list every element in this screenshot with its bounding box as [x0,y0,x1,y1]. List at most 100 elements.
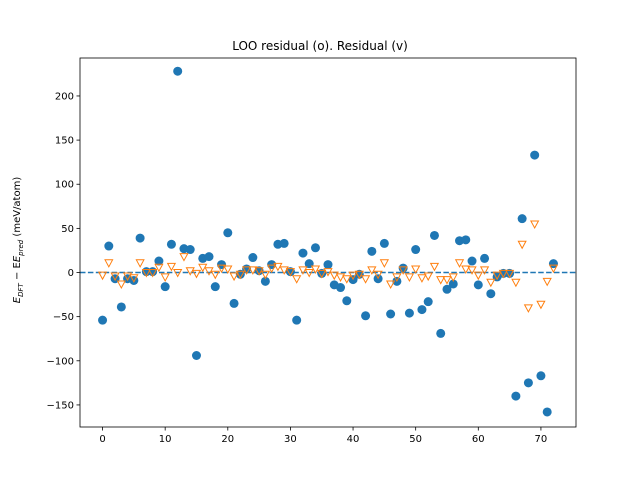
residual-point [360,275,371,284]
residual-point [122,272,133,282]
loo-residual-point [292,315,302,325]
residual-point [404,273,415,282]
residual-point [110,272,120,282]
plot-area: 0 10 20 30 40 50 60 70 −150 −100 −50 0 50 100 150 200 [47,57,577,445]
residual-point [417,274,427,283]
residual-point [354,270,364,280]
y-tick-label: −150 [47,400,74,411]
residual-point [467,266,477,275]
loo-residual-point [367,246,377,256]
residual-point [191,269,202,279]
residual-point [436,276,446,285]
residual-point [216,264,227,274]
x-tick-label: 70 [535,434,548,445]
loo-residual-point [448,279,458,289]
y-axis-label-minus: − E [12,262,23,283]
x-tick-label: 30 [284,434,297,445]
loo-residual-point [298,248,308,258]
residual-point [429,262,440,272]
y-axis-label-e2: E [12,255,23,262]
residual-point [135,259,145,268]
y-tick-label: −50 [53,312,74,323]
residual-point [260,270,271,280]
loo-residual-point [154,256,164,266]
residual-point [461,265,471,275]
residual-point [210,270,220,280]
residual-point [166,262,177,272]
x-tick-label: 60 [472,434,485,445]
loo-residual-point [235,269,245,279]
loo-residual-point [116,302,126,312]
residual-point [335,273,346,282]
y-axis-label-sub1: DFT [17,283,25,297]
axes-frame [79,57,577,428]
loo-residual-point [279,238,289,248]
residual-point [116,280,126,290]
loo-residual-point [536,371,546,381]
loo-residual-point [135,233,145,243]
loo-residual-point [548,259,558,269]
loo-residual-point [166,239,176,249]
residual-point [530,220,540,230]
loo-residual-point [442,284,452,294]
residual-point [185,267,195,276]
loo-residual-point [429,230,439,240]
x-tick-label: 20 [221,434,234,445]
residual-point [292,275,302,284]
residual-point [492,271,502,281]
loo-residual-point [229,298,239,308]
loo-residual-point [417,305,427,315]
residual-point [160,273,170,282]
y-axis-label-e1: E [12,296,23,303]
residual-point [423,272,433,282]
y-axis-label-sub2: pred [17,239,25,257]
loo-residual-point [223,228,233,238]
loo-residual-point [217,260,227,270]
x-tick-label: 50 [409,434,422,445]
loo-residual-point [480,253,490,263]
loo-residual-point [379,238,389,248]
x-tick-label: 40 [347,434,360,445]
residual-point [548,264,559,274]
residual-point [517,240,527,250]
residual-point [223,265,233,275]
residual-point [398,266,408,275]
residual-point [498,269,508,279]
residual-point [536,300,546,310]
residual-point [385,280,396,290]
residual-point [248,266,258,275]
y-axis-label: EDFT − EEpred (meV/atom) [12,177,25,304]
residual-point [486,278,496,288]
loo-residual-point [436,328,446,338]
residual-point [442,276,452,285]
loo-residual-point [160,282,170,292]
residual-point [97,271,108,281]
residual-point [379,259,390,268]
loo-residual-point [104,241,114,251]
y-tick-label: −100 [47,356,74,367]
residual-point [342,275,352,284]
chart-title: LOO residual (o). Residual (v) [232,39,408,53]
residual-point [266,264,277,274]
loo-residual-point [267,260,277,270]
loo-residual-point [505,268,515,278]
x-tick-label: 0 [99,434,105,445]
residual-point [348,271,358,281]
residual-point [241,266,252,275]
residual-point [279,266,289,275]
loo-residual-point [523,378,533,388]
residual-point [285,268,296,277]
loo-residual-point [310,243,320,253]
residual-point [129,274,139,283]
loo-residual-point [260,276,270,286]
residual-point [448,273,458,282]
residual-point [179,253,189,262]
loo-residual-point [542,407,552,417]
residual-point [504,269,515,279]
residual-point [373,270,383,280]
loo-residual-point [423,297,433,307]
residual-point [104,259,114,268]
loo-residual-point [411,245,421,255]
loo-residual-point [323,260,333,270]
